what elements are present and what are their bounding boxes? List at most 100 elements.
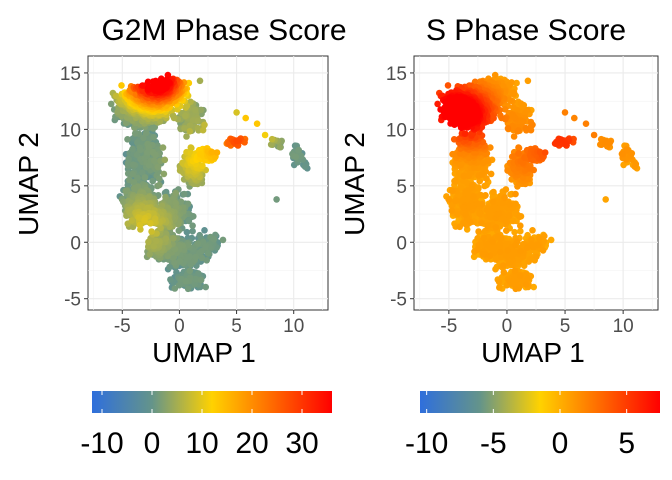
data-point	[273, 196, 280, 203]
data-point	[547, 236, 555, 244]
x-tick-label: 5	[231, 316, 242, 337]
data-point	[192, 106, 199, 114]
data-point	[180, 190, 188, 198]
data-point	[185, 217, 193, 225]
data-point	[161, 156, 169, 164]
data-point	[523, 244, 531, 251]
data-point	[136, 221, 144, 229]
g2m-colorbar-ticks: -10 0 10 20 30	[80, 391, 319, 460]
data-point	[512, 200, 519, 208]
data-point	[502, 186, 510, 193]
data-point	[524, 275, 532, 282]
data-point	[150, 210, 157, 217]
data-point	[195, 270, 202, 277]
data-point	[129, 161, 137, 168]
data-point	[497, 235, 505, 242]
data-point	[500, 262, 507, 269]
data-point	[197, 106, 205, 114]
data-point	[152, 151, 159, 159]
data-point	[530, 283, 537, 291]
data-point	[162, 230, 170, 238]
data-point	[183, 133, 190, 140]
data-point	[201, 121, 208, 129]
data-point	[118, 82, 125, 89]
data-point	[513, 79, 520, 87]
data-point	[194, 117, 201, 125]
data-point	[153, 230, 160, 237]
data-point	[452, 197, 460, 204]
data-point	[164, 204, 172, 212]
data-point	[515, 256, 522, 264]
x-tick-label: -5	[114, 316, 131, 337]
data-point	[484, 222, 492, 229]
data-point	[184, 241, 192, 249]
data-point	[208, 148, 216, 156]
data-point	[189, 222, 196, 229]
data-point	[129, 170, 137, 178]
g2m-chart-title: G2M Phase Score	[101, 14, 346, 47]
data-point	[171, 259, 178, 267]
g2m-x-axis-label: UMAP 1	[152, 337, 256, 368]
g2m-x-ticks: -5 0 5 10	[114, 310, 304, 337]
data-point	[107, 100, 115, 108]
data-point	[152, 77, 159, 85]
data-point	[131, 184, 138, 192]
data-point	[185, 167, 192, 174]
data-point	[170, 235, 177, 242]
data-point	[144, 78, 152, 86]
data-point	[503, 227, 510, 234]
data-point	[149, 125, 157, 132]
data-point	[496, 248, 504, 256]
data-point	[276, 143, 284, 151]
data-point	[449, 187, 456, 195]
data-point	[495, 210, 503, 217]
data-point	[480, 234, 488, 242]
y-tick-label: -5	[64, 290, 81, 311]
data-point	[124, 159, 132, 167]
data-point	[512, 285, 519, 293]
data-point	[459, 196, 466, 204]
colorbar-tick-label: 20	[235, 427, 268, 460]
data-point	[466, 203, 473, 210]
data-point	[124, 136, 131, 143]
data-point	[487, 170, 495, 178]
data-point	[160, 170, 168, 178]
data-point	[194, 124, 202, 132]
data-point	[517, 100, 525, 107]
data-point	[137, 146, 144, 154]
data-point	[506, 212, 513, 219]
data-point	[171, 285, 179, 292]
data-point	[492, 224, 500, 231]
data-point	[517, 247, 524, 255]
data-point	[470, 193, 477, 200]
data-point	[445, 196, 453, 203]
data-point	[261, 131, 269, 139]
data-point	[517, 222, 524, 229]
data-point	[451, 177, 458, 185]
data-point	[456, 223, 464, 231]
data-point	[476, 210, 484, 217]
data-point	[295, 146, 303, 154]
data-point	[145, 238, 152, 246]
data-point	[492, 265, 499, 273]
data-point	[167, 276, 174, 283]
data-point	[134, 174, 141, 182]
data-point	[267, 141, 275, 148]
data-point	[150, 157, 158, 165]
data-point	[501, 194, 508, 201]
data-point	[148, 228, 155, 235]
data-point	[522, 281, 530, 288]
data-point	[489, 198, 497, 206]
data-point	[219, 236, 227, 244]
y-tick-label: 0	[70, 233, 81, 254]
data-point	[474, 246, 481, 253]
data-point	[533, 253, 540, 260]
data-point	[181, 125, 188, 132]
data-point	[503, 240, 510, 248]
data-point	[529, 227, 536, 234]
data-point	[182, 112, 189, 120]
data-point	[182, 277, 190, 285]
data-point	[462, 211, 469, 218]
data-point	[233, 137, 240, 145]
